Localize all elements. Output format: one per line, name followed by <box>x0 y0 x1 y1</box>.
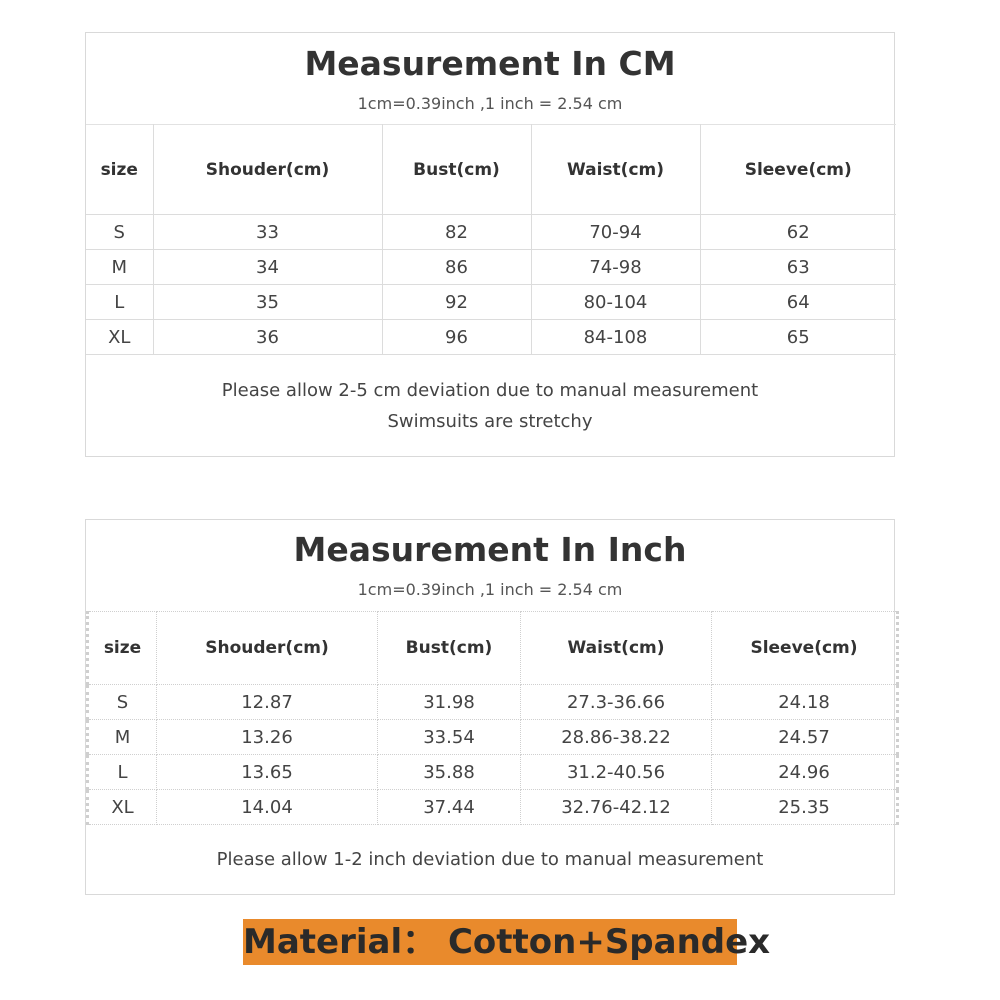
cell-waist: 32.76-42.12 <box>520 789 712 825</box>
deviation-note: Please allow 2-5 cm deviation due to man… <box>221 380 759 401</box>
cell-shoulder: 36 <box>152 319 383 355</box>
inch-chart-title: Measurement In Inch <box>293 530 687 569</box>
table-row: L 35 92 80-104 64 <box>86 284 896 320</box>
table-row: M 34 86 74-98 63 <box>86 249 896 285</box>
cell-waist: 27.3-36.66 <box>520 684 712 720</box>
deviation-note: Please allow 1-2 inch deviation due to m… <box>216 849 764 870</box>
cell-size: L <box>86 284 154 320</box>
cell-sleeve: 25.35 <box>711 789 899 825</box>
cm-chart-note: Please allow 2-5 cm deviation due to man… <box>86 375 894 437</box>
cell-bust: 37.44 <box>377 789 521 825</box>
cell-sleeve: 24.96 <box>711 754 899 790</box>
table-row: S 12.87 31.98 27.3-36.66 24.18 <box>86 684 899 720</box>
cell-size: XL <box>86 789 157 825</box>
table-header-row: size Shouder(cm) Bust(cm) Waist(cm) Slee… <box>86 124 896 215</box>
cell-waist: 31.2-40.56 <box>520 754 712 790</box>
cell-sleeve: 24.57 <box>711 719 899 755</box>
cell-waist: 80-104 <box>530 284 701 320</box>
cell-size: S <box>86 684 157 720</box>
cell-size: L <box>86 754 157 790</box>
stretchy-note: Swimsuits are stretchy <box>387 411 593 432</box>
table-row: XL 14.04 37.44 32.76-42.12 25.35 <box>86 789 899 825</box>
header-bust: Bust(cm) <box>377 611 521 685</box>
cell-waist: 70-94 <box>530 214 701 250</box>
cell-size: M <box>86 719 157 755</box>
cell-bust: 33.54 <box>377 719 521 755</box>
cm-chart-title: Measurement In CM <box>304 44 676 83</box>
cell-waist: 28.86-38.22 <box>520 719 712 755</box>
cell-sleeve: 24.18 <box>711 684 899 720</box>
cell-waist: 84-108 <box>530 319 701 355</box>
table-row: M 13.26 33.54 28.86-38.22 24.57 <box>86 719 899 755</box>
header-bust: Bust(cm) <box>381 124 532 215</box>
header-shoulder: Shouder(cm) <box>152 124 383 215</box>
header-sleeve: Sleeve(cm) <box>711 611 899 685</box>
cm-chart-subtitle: 1cm=0.39inch ,1 inch = 2.54 cm <box>357 94 623 113</box>
cell-shoulder: 34 <box>152 249 383 285</box>
cell-shoulder: 13.65 <box>156 754 378 790</box>
cell-bust: 82 <box>381 214 532 250</box>
cell-size: S <box>86 214 154 250</box>
cm-size-table: size Shouder(cm) Bust(cm) Waist(cm) Slee… <box>86 124 896 355</box>
cell-shoulder: 33 <box>152 214 383 250</box>
table-row: S 33 82 70-94 62 <box>86 214 896 250</box>
material-banner: Material： Cotton+Spandex <box>243 919 770 965</box>
header-waist: Waist(cm) <box>530 124 701 215</box>
header-sleeve: Sleeve(cm) <box>699 124 896 215</box>
cell-shoulder: 13.26 <box>156 719 378 755</box>
header-size: size <box>86 611 157 685</box>
cell-sleeve: 65 <box>699 319 896 355</box>
cell-shoulder: 14.04 <box>156 789 378 825</box>
table-row: L 13.65 35.88 31.2-40.56 24.96 <box>86 754 899 790</box>
inch-chart-subtitle: 1cm=0.39inch ,1 inch = 2.54 cm <box>357 580 623 599</box>
cell-sleeve: 63 <box>699 249 896 285</box>
cell-bust: 35.88 <box>377 754 521 790</box>
cell-bust: 96 <box>381 319 532 355</box>
header-shoulder: Shouder(cm) <box>156 611 378 685</box>
inch-size-chart: Measurement In Inch 1cm=0.39inch ,1 inch… <box>85 519 899 895</box>
table-row: XL 36 96 84-108 65 <box>86 319 896 355</box>
cell-sleeve: 62 <box>699 214 896 250</box>
cell-bust: 86 <box>381 249 532 285</box>
cell-size: M <box>86 249 154 285</box>
header-waist: Waist(cm) <box>520 611 712 685</box>
cell-bust: 31.98 <box>377 684 521 720</box>
inch-size-table: size Shouder(cm) Bust(cm) Waist(cm) Slee… <box>86 611 899 825</box>
table-header-row: size Shouder(cm) Bust(cm) Waist(cm) Slee… <box>86 611 899 685</box>
cell-sleeve: 64 <box>699 284 896 320</box>
cell-shoulder: 35 <box>152 284 383 320</box>
cm-size-chart: Measurement In CM 1cm=0.39inch ,1 inch =… <box>85 32 896 457</box>
cell-waist: 74-98 <box>530 249 701 285</box>
inch-chart-note: Please allow 1-2 inch deviation due to m… <box>86 844 894 875</box>
cell-size: XL <box>86 319 154 355</box>
cell-bust: 92 <box>381 284 532 320</box>
header-size: size <box>86 124 154 215</box>
cell-shoulder: 12.87 <box>156 684 378 720</box>
